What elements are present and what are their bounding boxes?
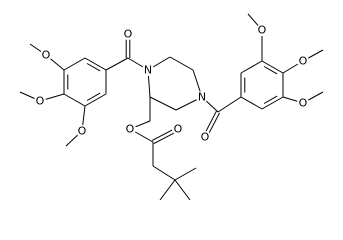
bond [174,179,191,201]
structure-diagram: O N N O O O O O O O O O [19,13,324,201]
bond [174,167,197,181]
atom-label: O [201,131,210,144]
bond [152,165,176,181]
bond [86,92,101,101]
atom-background [40,49,52,61]
atom-label: O [299,55,308,68]
bond [261,96,284,110]
atom-background [122,28,134,40]
atom-background [297,97,309,109]
bond [263,95,278,104]
atom-background [76,125,88,137]
atom-label: O [36,95,45,108]
atom-background [142,64,154,76]
bond [105,57,129,71]
bond [84,57,107,71]
atom-label: O [124,28,133,41]
bond [169,56,194,71]
atom-label: O [299,97,308,110]
bond [159,179,176,201]
bond [149,96,177,111]
atom-background [256,24,268,36]
atom-label: N [198,91,206,104]
atom-background [199,131,211,143]
atom-label: O [174,123,183,136]
bond [84,93,107,107]
atom-label: O [258,24,267,37]
atom-label: O [78,125,87,138]
atom-background [196,91,208,103]
bond [86,63,101,72]
atom-background [297,55,309,67]
atom-background [124,123,136,135]
bond [63,93,86,107]
page: {"molecule": {"atoms": [ {"label": "O"},… [19,13,324,201]
atom-label: N [144,64,152,77]
atom-label: O [126,123,135,136]
bond [240,60,263,74]
atom-background [34,95,46,107]
atom-background [172,123,184,135]
atom-label: O [42,49,51,62]
bond [263,66,278,75]
bond [217,96,242,113]
bond [261,60,284,74]
bond [240,96,263,110]
bond [63,57,86,71]
